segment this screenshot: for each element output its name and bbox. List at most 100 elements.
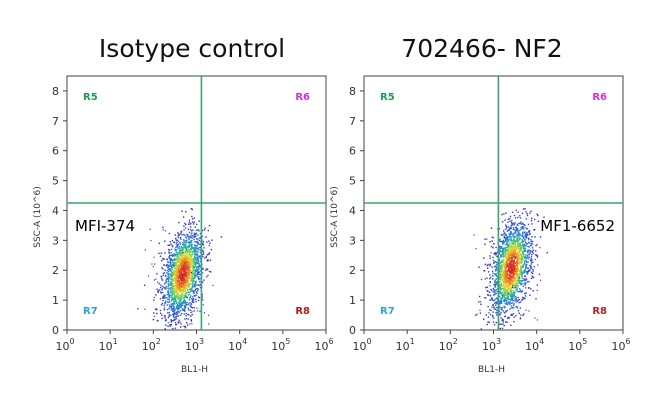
event-point	[180, 258, 182, 260]
event-point	[516, 259, 519, 262]
event-point	[501, 266, 504, 268]
y-tick-label: 3	[52, 234, 59, 247]
event-point	[518, 237, 521, 240]
event-point	[515, 264, 518, 266]
event-point	[505, 280, 508, 282]
event-point	[520, 228, 522, 231]
event-point	[181, 292, 183, 294]
event-point	[522, 245, 525, 247]
event-point	[518, 251, 521, 253]
event-point	[193, 235, 196, 237]
event-point	[202, 268, 204, 271]
event-point	[508, 236, 510, 238]
event-point	[166, 304, 169, 306]
event-point	[531, 236, 533, 238]
event-point	[513, 274, 516, 277]
event-point	[518, 301, 520, 304]
event-point	[193, 255, 196, 258]
event-point	[493, 299, 495, 301]
event-point	[182, 263, 184, 266]
event-point	[174, 299, 176, 302]
event-point	[530, 239, 532, 241]
event-point	[175, 277, 178, 279]
event-point	[506, 235, 508, 238]
event-point	[170, 318, 172, 321]
event-point	[179, 263, 181, 266]
event-point	[164, 315, 166, 317]
event-point	[181, 270, 183, 273]
event-point	[174, 280, 176, 282]
event-point	[159, 286, 162, 289]
event-point	[178, 275, 181, 277]
event-point	[509, 294, 511, 296]
event-point	[502, 276, 505, 278]
event-point	[517, 243, 519, 245]
event-point	[196, 262, 198, 265]
event-point	[524, 270, 527, 272]
event-point	[187, 254, 189, 256]
event-point	[197, 258, 199, 261]
event-point	[182, 301, 184, 303]
event-point	[496, 297, 498, 299]
event-point	[199, 237, 201, 239]
event-point	[207, 314, 210, 316]
event-point	[505, 254, 507, 256]
event-point	[181, 260, 184, 263]
event-point	[180, 249, 182, 251]
event-point	[167, 301, 170, 303]
event-point	[506, 242, 508, 244]
event-point	[192, 259, 194, 261]
event-point	[174, 253, 177, 256]
event-point	[512, 228, 515, 231]
event-point	[186, 246, 189, 249]
event-point	[182, 293, 184, 296]
event-point	[514, 262, 516, 264]
event-point	[501, 288, 503, 290]
event-point	[507, 253, 510, 256]
event-point	[521, 226, 524, 229]
event-point	[494, 294, 496, 296]
event-point	[526, 214, 529, 217]
event-point	[513, 214, 516, 217]
event-point	[491, 306, 493, 308]
event-point	[179, 306, 181, 308]
event-point	[524, 257, 526, 259]
event-point	[177, 293, 180, 295]
event-point	[534, 317, 536, 319]
event-point	[179, 283, 182, 285]
event-point	[196, 253, 199, 256]
event-point	[179, 252, 181, 254]
event-point	[530, 261, 532, 263]
event-point	[195, 238, 198, 240]
event-point	[196, 287, 198, 290]
event-point	[527, 238, 530, 241]
event-point	[208, 252, 211, 254]
event-point	[512, 304, 515, 307]
event-point	[514, 247, 517, 249]
event-point	[526, 261, 528, 263]
event-point	[485, 314, 487, 316]
event-point	[189, 259, 192, 262]
event-point	[183, 268, 185, 270]
event-point	[526, 250, 528, 253]
event-point	[180, 238, 182, 241]
event-point	[186, 304, 188, 306]
event-point	[525, 265, 527, 268]
x-tick-label: 104	[228, 337, 247, 353]
event-point	[495, 264, 498, 266]
event-point	[161, 317, 163, 320]
event-point	[193, 266, 195, 268]
event-point	[171, 267, 173, 269]
event-point	[193, 249, 196, 251]
event-point	[196, 252, 198, 255]
event-point	[511, 239, 513, 242]
event-point	[196, 274, 198, 277]
event-point	[511, 285, 514, 287]
event-point	[170, 309, 172, 311]
event-point	[508, 265, 511, 267]
event-point	[534, 228, 536, 231]
event-point	[506, 252, 509, 254]
event-point	[185, 248, 188, 250]
event-point	[519, 253, 522, 255]
